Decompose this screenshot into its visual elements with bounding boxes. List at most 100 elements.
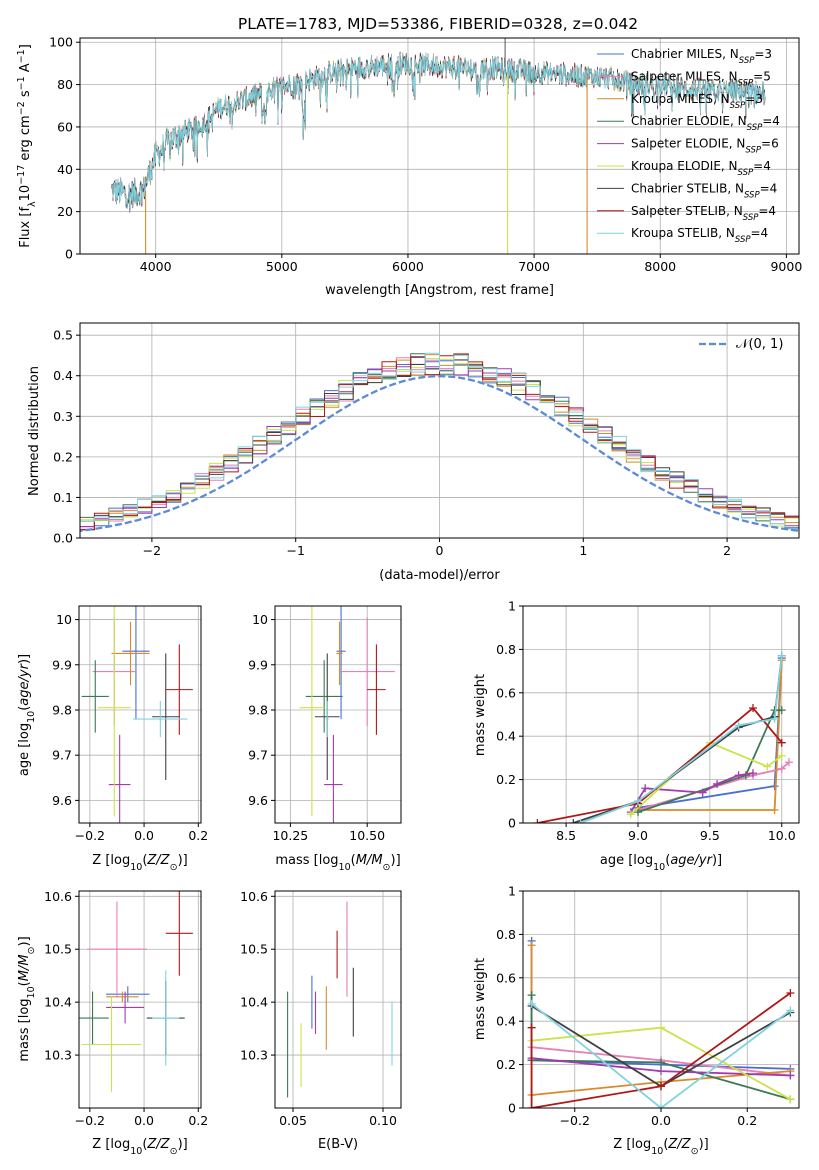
weight-marker <box>527 941 536 950</box>
plot-area <box>287 901 393 1098</box>
weight-marker <box>786 988 795 997</box>
y-tick-label: 10.6 <box>44 889 72 904</box>
y-tick-label: 20 <box>57 204 73 219</box>
weight-marker <box>634 808 642 817</box>
axes-frame <box>78 605 202 824</box>
y-tick-label: 10.3 <box>240 1048 268 1063</box>
x-tick-label: 1 <box>579 543 587 558</box>
legend-entry: Salpeter ELODIE, NSSP=6 <box>631 137 779 156</box>
x-tick-label: 0.0 <box>651 1113 671 1128</box>
y-tick-label: 80 <box>57 77 73 92</box>
x-tick-label: 0.2 <box>188 1113 208 1128</box>
legend-entry: Kroupa STELIB, NSSP=4 <box>631 226 768 245</box>
weight-line <box>531 1003 791 1108</box>
y-tick-label: 10.5 <box>240 942 268 957</box>
weight-marker <box>634 797 642 806</box>
age_vs_Z-ylabel: age [log10(age/yr)] <box>17 654 37 776</box>
weight-marker <box>763 762 772 771</box>
y-tick-label: 0.0 <box>53 531 73 546</box>
legend-entry: 𝒩(0, 1) <box>736 337 783 352</box>
legend-entry: Chabrier MILES, NSSP=3 <box>631 47 772 66</box>
axes-mass_vs_Z: −0.2 0.0 0.2 10.3 10.4 10.5 10.6 <box>44 889 208 1128</box>
weight-marker <box>527 999 536 1008</box>
weight-marker <box>777 738 786 747</box>
y-tick-label: 10 <box>56 612 72 627</box>
weight-marker <box>770 805 779 814</box>
plot-area <box>533 651 793 823</box>
weight-marker <box>576 819 585 823</box>
weight-marker <box>569 819 578 823</box>
weight-marker <box>626 810 635 819</box>
legend-entry: Chabrier STELIB, NSSP=4 <box>631 181 777 200</box>
mass_weight_vs_age-xlabel: age [log10(age/yr)] <box>600 853 722 873</box>
x-tick-label: 10.25 <box>272 828 308 843</box>
weight-marker <box>641 784 650 793</box>
y-tick-label: 10 <box>252 612 268 627</box>
y-tick-label: 0 <box>508 1101 516 1116</box>
axes-frame <box>522 605 800 824</box>
weight-marker <box>527 1023 536 1032</box>
y-tick-label: 60 <box>57 119 73 134</box>
axes-mass_vs_EBV: 0.05 0.10 10.3 10.4 10.5 10.6 <box>240 889 402 1128</box>
x-tick-label: 6000 <box>392 259 424 274</box>
mass_weight_vs_Z-ylabel: mass weight <box>473 958 488 1040</box>
weight-line <box>537 706 783 823</box>
y-tick-label: 0.6 <box>496 970 516 985</box>
plot-area <box>79 891 193 1093</box>
y-tick-label: 9.6 <box>52 793 72 808</box>
mass_vs_Z-ylabel: mass [log10(M/M⊙)] <box>17 936 37 1061</box>
axes-spectrum: 4000 5000 6000 7000 8000 9000 0 20 40 60 80 100 <box>49 35 802 274</box>
figure-title: PLATE=1783, MJD=53386, FIBERID=0328, z=0… <box>238 15 638 33</box>
axes-age_vs_Z: −0.2 0.0 0.2 9.6 9.7 9.8 9.9 10 <box>52 605 208 843</box>
y-tick-label: 1 <box>508 599 516 614</box>
x-tick-label: −0.2 <box>75 1113 105 1128</box>
y-tick-label: 10.6 <box>240 889 268 904</box>
residuals-ylabel: Normed distribution <box>27 366 42 496</box>
weight-marker <box>770 782 779 791</box>
axes-frame <box>274 605 402 824</box>
y-tick-label: 10.5 <box>44 942 72 957</box>
weight-marker <box>657 1058 665 1067</box>
x-tick-label: −0.2 <box>75 828 105 843</box>
plot-area <box>527 936 795 1108</box>
x-tick-label: 0.0 <box>134 1113 154 1128</box>
y-tick-label: 0.8 <box>496 642 516 657</box>
y-tick-label: 0.5 <box>53 328 73 343</box>
x-tick-label: −1 <box>286 543 304 558</box>
legend-entry: Chabrier ELODIE, NSSP=4 <box>631 114 780 133</box>
legend-entry: Kroupa MILES, NSSP=3 <box>631 92 763 111</box>
mass_vs_EBV-xlabel: E(B-V) <box>318 1137 358 1152</box>
weight-marker <box>734 771 743 780</box>
axes-mass_weight_vs_age: 8.5 9.0 9.5 10.0 0 0.2 0.4 0.6 0.8 1 <box>496 599 800 843</box>
axes-frame <box>79 37 800 255</box>
legend-entry: Kroupa ELODIE, NSSP=4 <box>631 159 771 178</box>
y-tick-label: 9.9 <box>248 657 268 672</box>
mass_weight_vs_age-ylabel: mass weight <box>473 674 488 756</box>
y-tick-label: 0.6 <box>496 685 516 700</box>
y-tick-label: 0.1 <box>53 490 73 505</box>
y-tick-label: 9.9 <box>52 657 72 672</box>
axes-frame <box>274 890 402 1109</box>
y-tick-label: 0 <box>508 816 516 831</box>
x-tick-label: 0.2 <box>188 828 208 843</box>
weight-marker <box>777 751 786 760</box>
y-tick-label: 0.4 <box>496 729 516 744</box>
y-tick-label: 0.3 <box>53 409 73 424</box>
weight-marker <box>749 703 757 712</box>
x-tick-label: 4000 <box>140 259 172 274</box>
y-tick-label: 0.4 <box>53 368 73 383</box>
weight-marker <box>657 1104 665 1108</box>
weight-marker <box>527 991 536 1000</box>
normal-reference-curve <box>80 375 799 533</box>
weight-line <box>630 741 783 815</box>
weight-marker <box>749 769 757 778</box>
weight-marker <box>777 764 786 773</box>
y-tick-label: 0.2 <box>53 449 73 464</box>
chart-layer: 4000 5000 6000 7000 8000 9000020406080100wave… <box>16 35 803 1157</box>
axes-frame <box>78 890 202 1109</box>
x-tick-label: 8.5 <box>556 828 576 843</box>
x-tick-label: 9.5 <box>700 828 720 843</box>
x-tick-label: 0.0 <box>134 828 154 843</box>
spectrum-line <box>111 52 766 212</box>
